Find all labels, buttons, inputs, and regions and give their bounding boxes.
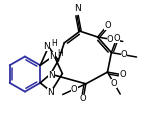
Text: N: N [74,4,80,13]
Text: H: H [51,39,57,48]
Text: O: O [80,94,87,103]
Text: N: N [43,42,50,51]
Text: O: O [71,85,78,94]
Text: O: O [107,35,114,44]
Text: N: N [47,88,54,97]
Text: O: O [121,50,127,59]
Text: O: O [113,34,120,43]
Text: H: H [57,49,63,58]
Text: O: O [119,70,126,79]
Text: N: N [49,52,55,61]
Text: N: N [48,70,55,80]
Text: O: O [104,21,111,30]
Text: O: O [111,79,117,88]
